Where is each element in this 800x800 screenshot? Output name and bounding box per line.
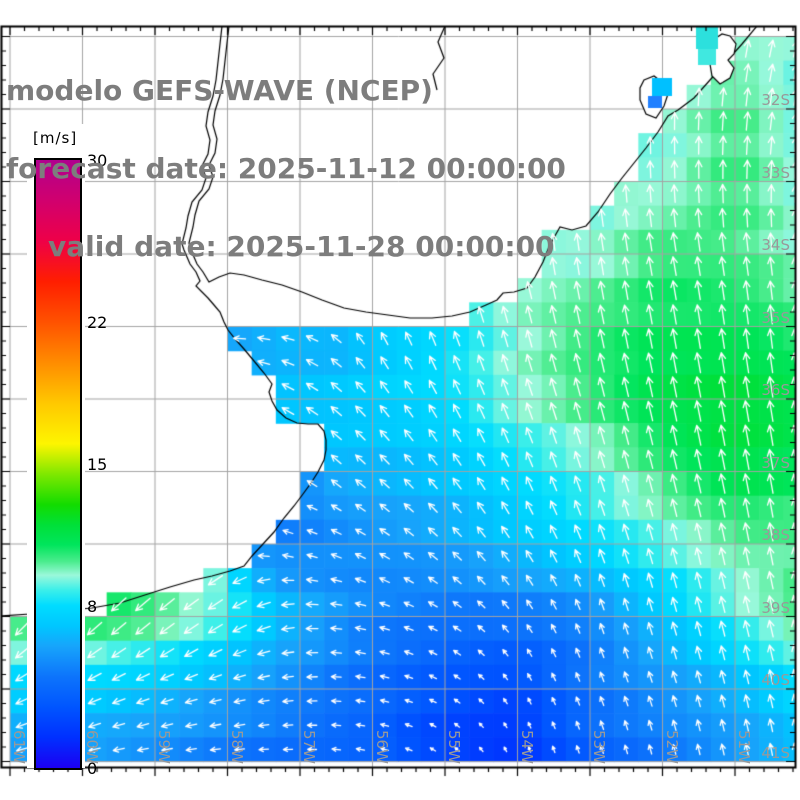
lat-axis-label: 41S bbox=[761, 743, 790, 762]
colorbar-gradient bbox=[34, 158, 82, 770]
title-line-valid-date: valid date: 2025-11-28 00:00:00 bbox=[48, 230, 555, 263]
lon-axis-label: 53W bbox=[590, 730, 608, 764]
lon-axis-label: 52W bbox=[662, 730, 681, 764]
lat-axis-label: 34S bbox=[761, 236, 790, 254]
title-line-forecast-date: forecast date: 2025-11-12 00:00:00 bbox=[6, 152, 566, 185]
lon-axis-label: 58W bbox=[227, 730, 246, 764]
colorbar-tick-label: 15 bbox=[87, 455, 108, 474]
lat-axis-label: 39S bbox=[761, 598, 790, 617]
lat-axis-label: 38S bbox=[761, 526, 790, 544]
colorbar-unit-label: [m/s] bbox=[33, 129, 78, 147]
lon-axis-label: 54W bbox=[517, 730, 536, 764]
lon-axis-label: 57W bbox=[300, 730, 318, 764]
lat-axis-label: 36S bbox=[761, 381, 790, 399]
lon-axis-label: 59W bbox=[155, 730, 173, 764]
lat-axis-label: 40S bbox=[761, 671, 790, 689]
colorbar-tick-label: 0 bbox=[87, 759, 98, 778]
lat-axis-label: 37S bbox=[761, 453, 790, 472]
lat-axis-label: 33S bbox=[761, 163, 790, 182]
plot-title: modelo GEFS-WAVE (NCEP) forecast date: 2… bbox=[6, 26, 566, 312]
lon-axis-label: 56W bbox=[372, 730, 391, 764]
colorbar-tick-label: 8 bbox=[87, 596, 98, 616]
colorbar-tick-label: 22 bbox=[87, 313, 108, 333]
title-line-model: modelo GEFS-WAVE (NCEP) bbox=[6, 74, 433, 107]
lat-axis-label: 35S bbox=[761, 308, 790, 327]
lon-axis-label: 51W bbox=[735, 730, 753, 764]
lon-axis-label: 61W bbox=[10, 730, 28, 764]
colorbar-tick-label: 30 bbox=[87, 151, 108, 170]
lat-axis-label: 32S bbox=[761, 91, 790, 109]
lon-axis-label: 55W bbox=[445, 730, 463, 764]
